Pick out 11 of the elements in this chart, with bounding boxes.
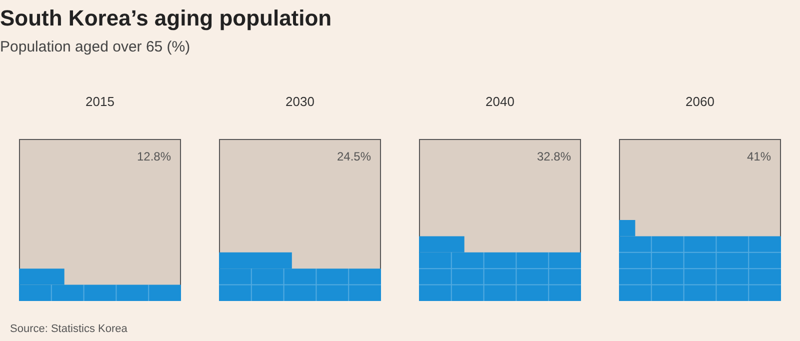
source-note: Source: Statistics Korea [10,323,128,335]
category-label: 2060 [686,94,714,109]
category-label: 2015 [86,94,114,109]
category-label: 2040 [486,94,514,109]
data-label: 41% [746,149,772,164]
data-label: 24.5% [336,149,372,164]
data-label: 32.8% [536,149,572,164]
category-label: 2030 [286,94,314,109]
text: South Korea’s aging population [0,5,332,30]
text: Population aged over 65 (%) [0,38,190,56]
data-label: 12.8% [136,149,172,164]
